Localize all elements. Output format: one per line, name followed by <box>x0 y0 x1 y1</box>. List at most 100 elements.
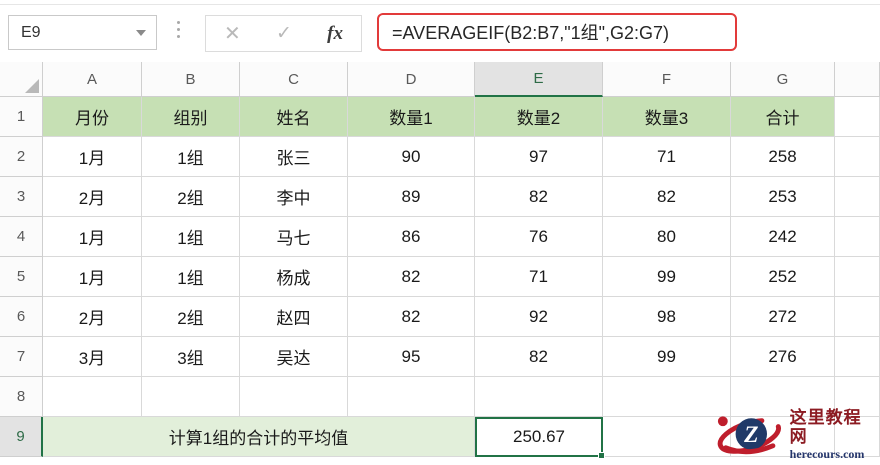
cell-C7[interactable]: 吴达 <box>240 337 348 377</box>
column-header-C[interactable]: C <box>240 62 348 97</box>
cell-G5[interactable]: 252 <box>731 257 835 297</box>
row-header-9[interactable]: 9 <box>0 417 43 457</box>
cell-A5[interactable]: 1月 <box>43 257 142 297</box>
cell-A4[interactable]: 1月 <box>43 217 142 257</box>
cell-G2[interactable]: 258 <box>731 137 835 177</box>
cell-D6[interactable]: 82 <box>348 297 475 337</box>
cell-G1[interactable]: 合计 <box>731 97 835 137</box>
row-header-6[interactable]: 6 <box>0 297 43 337</box>
row-header-7[interactable]: 7 <box>0 337 43 377</box>
cell-A2[interactable]: 1月 <box>43 137 142 177</box>
cell-E2[interactable]: 97 <box>475 137 603 177</box>
formula-bar-text: =AVERAGEIF(B2:B7,"1组",G2:G7) <box>392 23 670 43</box>
cell-H7[interactable] <box>835 337 880 377</box>
cell-A9-merged-summary-label[interactable]: 计算1组的合计的平均值 <box>43 417 475 457</box>
cell-D2[interactable]: 90 <box>348 137 475 177</box>
column-header-G[interactable]: G <box>731 62 835 97</box>
cell-A1[interactable]: 月份 <box>43 97 142 137</box>
row-header-5[interactable]: 5 <box>0 257 43 297</box>
column-header-F[interactable]: F <box>603 62 731 97</box>
cell-E3[interactable]: 82 <box>475 177 603 217</box>
cell-E4[interactable]: 76 <box>475 217 603 257</box>
formula-toolbar: E9 ✕ ✓ fx =AVERAGEIF(B2:B7,"1组",G2:G7) <box>0 0 880 62</box>
cell-G7[interactable]: 276 <box>731 337 835 377</box>
row-header-4[interactable]: 4 <box>0 217 43 257</box>
cell-B3[interactable]: 2组 <box>142 177 240 217</box>
cell-G4[interactable]: 242 <box>731 217 835 257</box>
cell-F5[interactable]: 99 <box>603 257 731 297</box>
select-all-corner[interactable] <box>0 62 43 97</box>
cell-F8[interactable] <box>603 377 731 417</box>
cell-A3[interactable]: 2月 <box>43 177 142 217</box>
name-box-dropdown-icon[interactable] <box>136 29 146 36</box>
formula-bar-highlight[interactable]: =AVERAGEIF(B2:B7,"1组",G2:G7) <box>377 13 737 51</box>
watermark: Z 这里教程网 herecours.com <box>714 407 878 463</box>
cell-E6[interactable]: 92 <box>475 297 603 337</box>
cell-F9[interactable] <box>603 417 731 457</box>
cell-D3[interactable]: 89 <box>348 177 475 217</box>
cell-B7[interactable]: 3组 <box>142 337 240 377</box>
cell-F4[interactable]: 80 <box>603 217 731 257</box>
watermark-logo-icon: Z <box>717 416 782 455</box>
cell-B4[interactable]: 1组 <box>142 217 240 257</box>
cell-F3[interactable]: 82 <box>603 177 731 217</box>
column-header-D[interactable]: D <box>348 62 475 97</box>
cell-C5[interactable]: 杨成 <box>240 257 348 297</box>
cell-H2[interactable] <box>835 137 880 177</box>
cell-E1[interactable]: 数量2 <box>475 97 603 137</box>
cell-H3[interactable] <box>835 177 880 217</box>
cell-E8[interactable] <box>475 377 603 417</box>
column-header-partial[interactable] <box>835 62 880 97</box>
cell-E7[interactable]: 82 <box>475 337 603 377</box>
cell-C8[interactable] <box>240 377 348 417</box>
enter-icon[interactable]: ✓ <box>276 23 292 44</box>
row-header-3[interactable]: 3 <box>0 177 43 217</box>
watermark-site-domain: herecours.com <box>789 446 865 461</box>
cell-C6[interactable]: 赵四 <box>240 297 348 337</box>
cell-D4[interactable]: 86 <box>348 217 475 257</box>
cell-H9[interactable] <box>835 417 880 457</box>
cell-D1[interactable]: 数量1 <box>348 97 475 137</box>
row-header-8[interactable]: 8 <box>0 377 43 417</box>
row-header-2[interactable]: 2 <box>0 137 43 177</box>
cancel-icon[interactable]: ✕ <box>224 22 241 45</box>
cell-D8[interactable] <box>348 377 475 417</box>
cell-A8[interactable] <box>43 377 142 417</box>
toolbar-divider <box>0 4 880 5</box>
cell-G3[interactable]: 253 <box>731 177 835 217</box>
cell-F1[interactable]: 数量3 <box>603 97 731 137</box>
cell-G6[interactable]: 272 <box>731 297 835 337</box>
row-header-1[interactable]: 1 <box>0 97 43 137</box>
column-header-E[interactable]: E <box>475 62 603 97</box>
cell-E5[interactable]: 71 <box>475 257 603 297</box>
cell-C1[interactable]: 姓名 <box>240 97 348 137</box>
cell-B1[interactable]: 组别 <box>142 97 240 137</box>
cell-F7[interactable]: 99 <box>603 337 731 377</box>
name-box[interactable]: E9 <box>8 15 157 50</box>
cell-H1[interactable] <box>835 97 880 137</box>
column-header-A[interactable]: A <box>43 62 142 97</box>
cell-B8[interactable] <box>142 377 240 417</box>
cell-G8[interactable] <box>731 377 835 417</box>
cell-C2[interactable]: 张三 <box>240 137 348 177</box>
cell-H6[interactable] <box>835 297 880 337</box>
cell-E9-selected[interactable]: 250.67 <box>475 417 605 459</box>
cell-B2[interactable]: 1组 <box>142 137 240 177</box>
cell-H5[interactable] <box>835 257 880 297</box>
fill-handle[interactable] <box>598 452 605 459</box>
cell-B5[interactable]: 1组 <box>142 257 240 297</box>
cell-H8[interactable] <box>835 377 880 417</box>
cell-C4[interactable]: 马七 <box>240 217 348 257</box>
cell-D7[interactable]: 95 <box>348 337 475 377</box>
insert-function-icon[interactable]: fx <box>327 22 343 44</box>
column-header-B[interactable]: B <box>142 62 240 97</box>
cell-A7[interactable]: 3月 <box>43 337 142 377</box>
cell-B6[interactable]: 2组 <box>142 297 240 337</box>
cell-H4[interactable] <box>835 217 880 257</box>
cell-A6[interactable]: 2月 <box>43 297 142 337</box>
cell-D5[interactable]: 82 <box>348 257 475 297</box>
cell-F6[interactable]: 98 <box>603 297 731 337</box>
cell-C3[interactable]: 李中 <box>240 177 348 217</box>
cell-F2[interactable]: 71 <box>603 137 731 177</box>
